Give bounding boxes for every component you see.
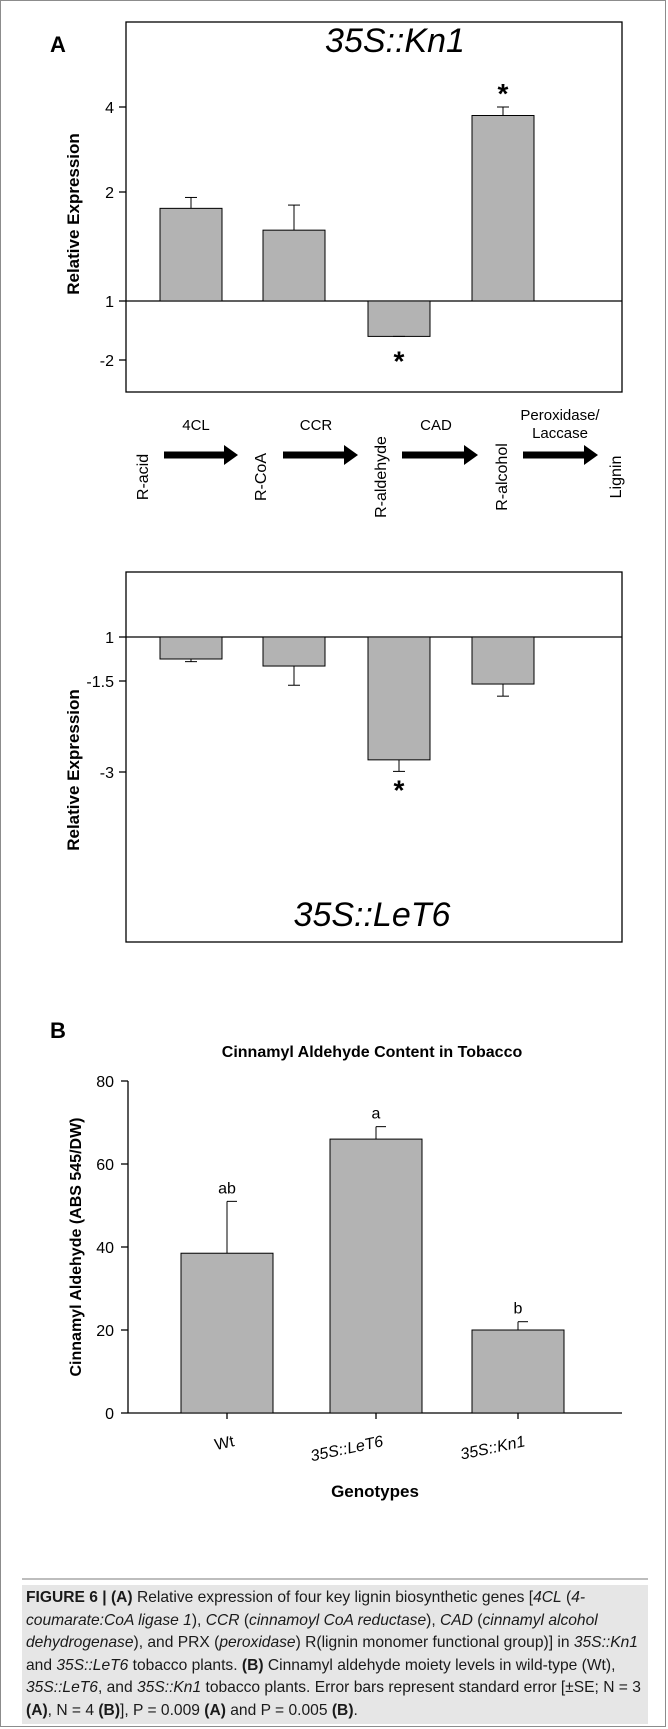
pathway-node-lignin: Lignin <box>608 456 625 499</box>
caption-divider <box>22 1578 648 1580</box>
top-y-tick-label: -2 <box>100 353 114 370</box>
panel-b-title: Cinnamyl Aldehyde Content in Tobacco <box>222 1044 523 1061</box>
bottom-y-tick-label: -1.5 <box>86 674 114 691</box>
panel-b-x-axis-label: Genotypes <box>331 1482 419 1501</box>
caption-gene-full: peroxidase <box>219 1634 296 1651</box>
figure-canvas: A 35S::Kn1 Relative Expression 421-2 ** … <box>50 21 625 1501</box>
panel-b-y-tick-label: 40 <box>96 1240 114 1257</box>
significance-star: * <box>394 345 405 376</box>
panel-b-group-letter: a <box>372 1106 381 1123</box>
pathway-arrow-head <box>344 445 358 465</box>
panel-b-y-tick-label: 20 <box>96 1323 114 1340</box>
caption-text: ) R(lignin monomer functional group)] in <box>295 1634 574 1651</box>
top-y-axis-label: Relative Expression <box>64 133 83 295</box>
caption-genotype: 35S::Kn1 <box>136 1679 202 1696</box>
caption-gene: CCR <box>205 1611 240 1629</box>
caption-ref-b: (B) <box>241 1656 264 1674</box>
top-y-tick-label: 2 <box>105 185 114 202</box>
panel-b-group-letter: ab <box>218 1180 236 1197</box>
pathway-node-r-aldehyde: R-aldehyde <box>373 436 390 518</box>
panel-b-bar <box>471 1329 565 1414</box>
panel-b-x-tick-label: 35S::Kn1 <box>459 1433 527 1463</box>
enzyme-label-4cl: 4CL <box>182 417 210 434</box>
panel-b-group-letter: b <box>514 1301 523 1318</box>
top-bar-ccr <box>262 229 326 302</box>
pathway-node-r-coa: R-CoA <box>253 453 270 501</box>
panel-b-x-tick-label: 35S::LeT6 <box>309 1433 385 1465</box>
panel-a-label: A <box>50 32 66 57</box>
caption-ref-a: (A) <box>110 1589 133 1606</box>
top-plot-frame <box>125 21 623 393</box>
bottom-bar-cad <box>367 636 431 761</box>
top-bar-cad <box>367 300 431 337</box>
panel-b-bar <box>329 1138 423 1414</box>
enzyme-label-peroxidase: Peroxidase/ <box>520 407 600 424</box>
enzyme-label-ccr: CCR <box>300 417 333 434</box>
bottom-y-tick-label: 1 <box>105 630 114 647</box>
caption-gene-full: cinnamoyl CoA reductase <box>249 1611 427 1629</box>
caption-text: . <box>353 1701 358 1719</box>
top-expression-chart: 35S::Kn1 Relative Expression 421-2 ** <box>64 21 623 393</box>
pathway-arrow-head <box>464 445 478 465</box>
caption-gene: 4CL <box>533 1589 562 1606</box>
bottom-bar-prx <box>471 636 535 685</box>
pathway-node-r-acid: R-acid <box>135 454 152 500</box>
caption-text: tobacco plants. Error bars represent sta… <box>201 1679 641 1696</box>
bottom-plot-frame <box>125 571 623 943</box>
lignin-pathway-diagram: R-acid R-CoA R-aldehyde R-alcohol Lignin 4CL C… <box>135 407 625 518</box>
top-chart-title: 35S::Kn1 <box>325 22 465 60</box>
cinnamyl-aldehyde-chart: Cinnamyl Aldehyde Content in Tobacco Cin… <box>68 1044 622 1501</box>
panel-b-y-axis-label: Cinnamyl Aldehyde (ABS 545/DW) <box>68 1117 85 1376</box>
bottom-y-axis-label: Relative Expression <box>64 689 83 851</box>
caption-text: Cinnamyl aldehyde moiety levels in wild-… <box>263 1656 616 1674</box>
significance-star: * <box>394 774 405 805</box>
bottom-expression-chart: 35S::LeT6 Relative Expression 1-1.5-3 * <box>64 571 623 943</box>
enzyme-label-laccase: Laccase <box>532 425 588 442</box>
panel-b-y-tick-label: 0 <box>105 1406 114 1423</box>
caption-ref-b: (B) <box>98 1701 121 1719</box>
pathway-arrow-head <box>224 445 238 465</box>
top-bar-prx <box>471 115 535 302</box>
caption-text: and P = 0.005 <box>225 1701 332 1719</box>
top-y-tick-label: 4 <box>105 100 114 117</box>
caption-text: Relative expression of four key lignin b… <box>132 1589 534 1606</box>
panel-b-label: B <box>50 1018 66 1043</box>
top-bar-4cl <box>159 207 223 302</box>
caption-genotype: 35S::LeT6 <box>56 1656 129 1674</box>
caption-gene-full: 4-coumarate:CoA ligase 1 <box>26 1589 586 1629</box>
panel-b-bar <box>180 1252 274 1414</box>
significance-star: * <box>498 78 509 109</box>
panel-b-x-tick-label: Wt <box>213 1433 236 1454</box>
caption-ref-a: (A) <box>26 1701 48 1719</box>
panel-b-y-tick-label: 60 <box>96 1157 114 1174</box>
panel-b-y-tick-label: 80 <box>96 1074 114 1091</box>
bottom-chart-title: 35S::LeT6 <box>294 896 451 934</box>
caption-text: , N = 4 <box>47 1701 99 1719</box>
caption-gene: CAD <box>440 1611 473 1629</box>
bottom-bar-4cl <box>159 636 223 660</box>
caption-text: and <box>26 1656 57 1674</box>
enzyme-label-cad: CAD <box>420 417 452 434</box>
bottom-bar-ccr <box>262 636 326 667</box>
caption-ref-a: (A) <box>204 1701 226 1719</box>
bottom-y-tick-label: -3 <box>100 765 114 782</box>
figure-caption: FIGURE 6 | (A) Relative expression of fo… <box>22 1585 648 1724</box>
caption-genotype: 35S::LeT6 <box>26 1679 98 1696</box>
caption-text: , and <box>97 1679 137 1696</box>
pathway-arrow-head <box>584 445 598 465</box>
pathway-node-r-alcohol: R-alcohol <box>494 443 511 511</box>
caption-figure-label: FIGURE 6 | <box>26 1589 107 1606</box>
caption-text: tobacco plants. <box>128 1656 242 1674</box>
caption-text: ], P = 0.009 <box>120 1701 205 1719</box>
caption-ref-b: (B) <box>331 1701 354 1719</box>
caption-text: ), and PRX ( <box>133 1634 220 1651</box>
caption-genotype: 35S::Kn1 <box>573 1634 638 1651</box>
caption-gene-full: cinnamyl alcohol dehydrogenase <box>26 1611 598 1652</box>
top-y-tick-label: 1 <box>105 294 114 311</box>
